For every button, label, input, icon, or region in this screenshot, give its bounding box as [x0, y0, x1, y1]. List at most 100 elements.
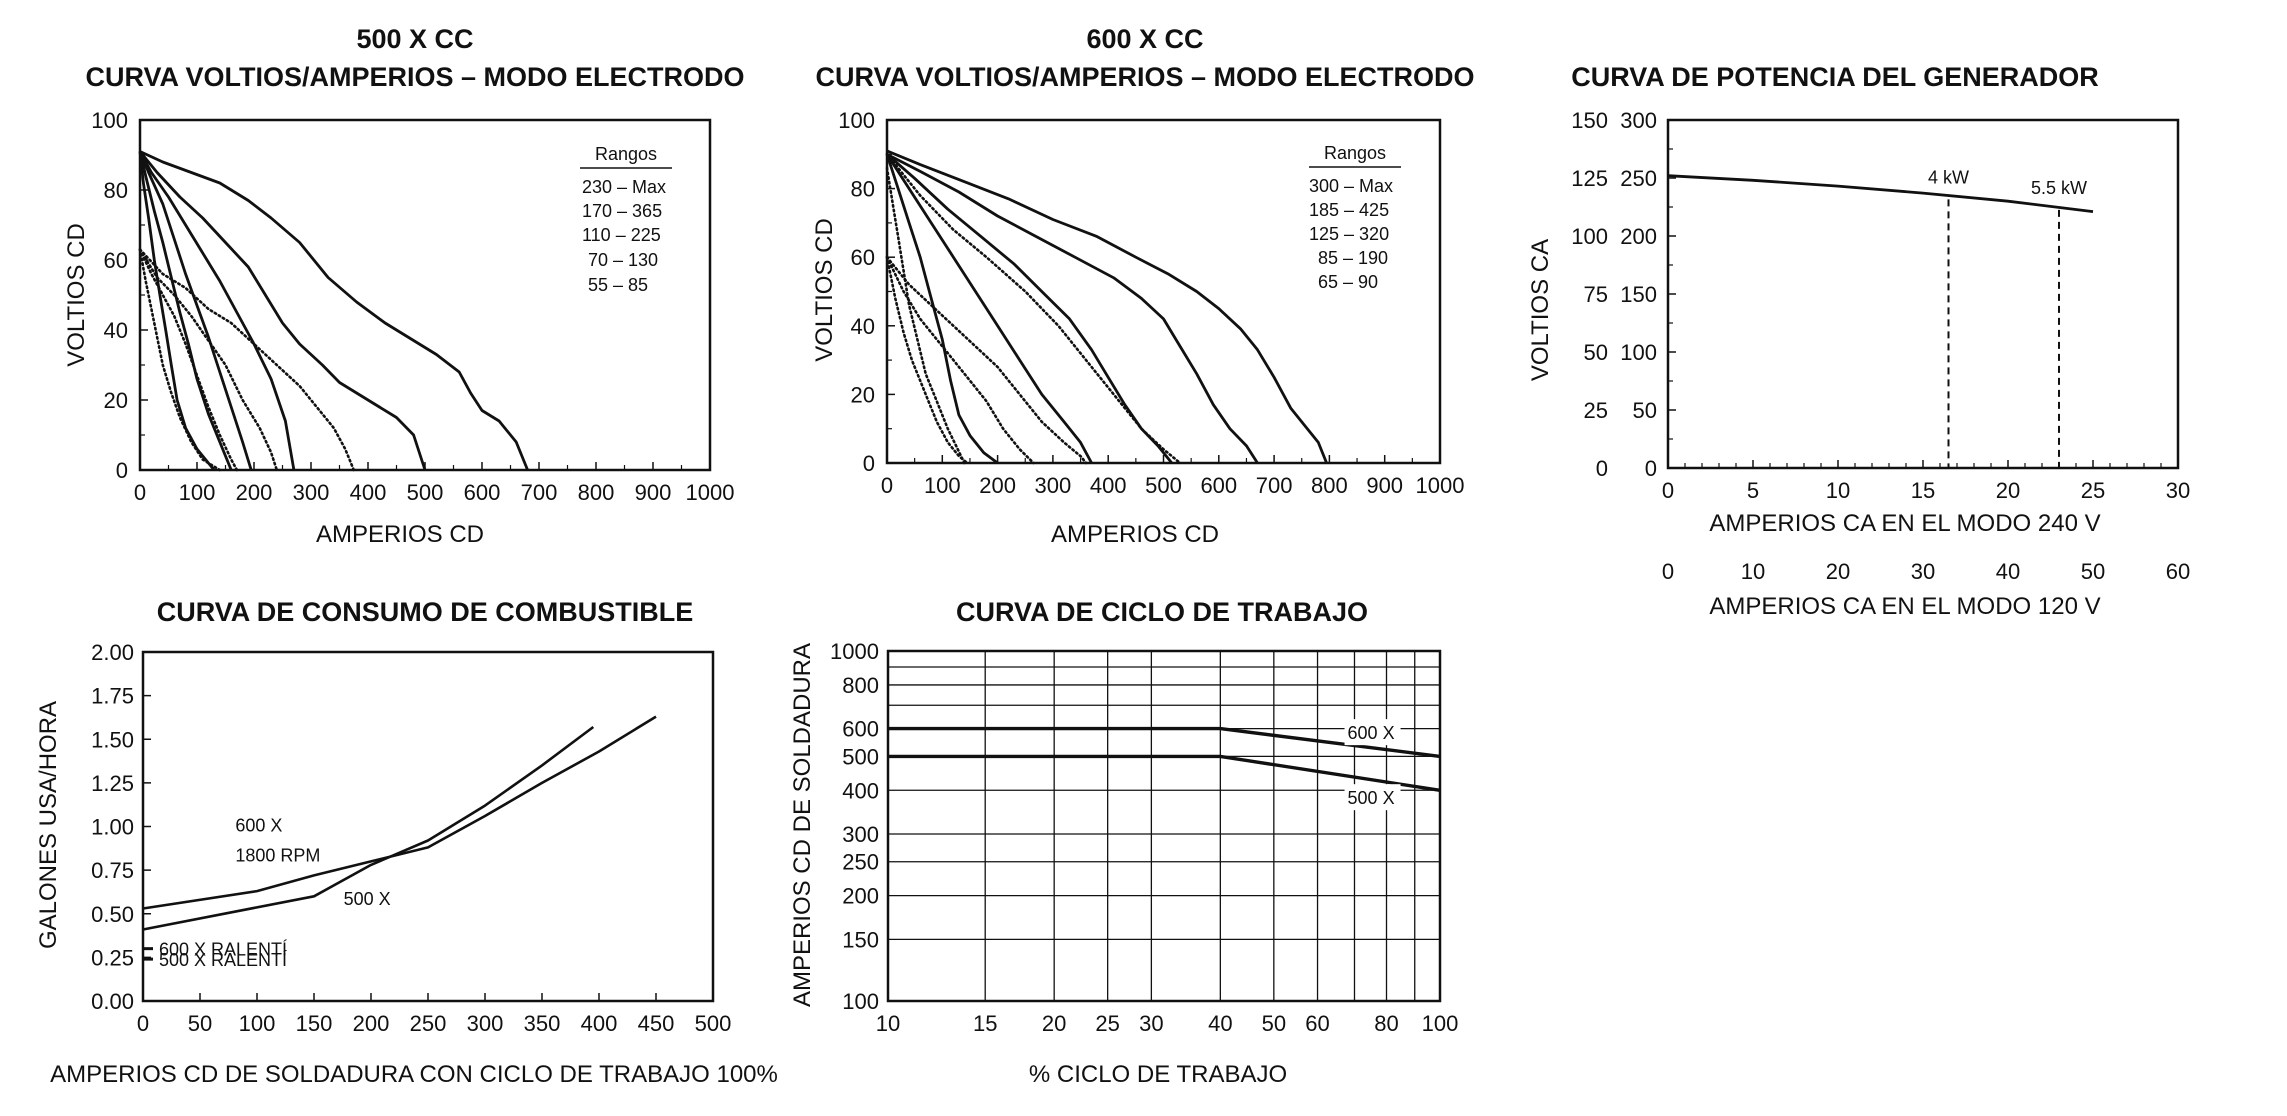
fuel-series-line-2: [142, 725, 595, 931]
gen-x-tick-label-120: 10: [1741, 559, 1765, 584]
gen-y-tick-label-120: 75: [1584, 282, 1608, 307]
gen-y-tick-label-240: 300: [1620, 108, 1657, 133]
duty-x-tick-label: 100: [1422, 1011, 1459, 1036]
fuel-annotation-500x: 500 X: [344, 889, 391, 909]
va600-y-tick-label: 100: [838, 108, 875, 133]
duty-y-tick-label: 500: [842, 744, 879, 769]
gen-y-tick-label-240: 0: [1645, 456, 1657, 481]
va500-y-tick-label: 20: [104, 388, 128, 413]
gen-y-tick-label-240: 200: [1620, 224, 1657, 249]
va600-legend-item: 300 – Max: [1309, 176, 1393, 196]
gen-x-tick-label-120: 0: [1662, 559, 1674, 584]
gen-y-tick-label-120: 100: [1571, 224, 1608, 249]
va500-x-tick-label: 400: [350, 480, 387, 505]
fuel-x-tick-label: 250: [410, 1011, 447, 1036]
fuel-annotation-600x: 600 X: [235, 816, 282, 836]
fuel-x-tick-label: 50: [188, 1011, 212, 1036]
va600-legend-item: 185 – 425: [1309, 200, 1389, 220]
va600-x-label: AMPERIOS CD: [1051, 521, 1219, 548]
va600-x-tick-label: 200: [979, 473, 1016, 498]
va500-title-1: 500 X CC: [356, 24, 473, 54]
va600-series-line-3: [886, 153, 1173, 464]
gen-x-tick-label-120: 60: [2166, 559, 2190, 584]
duty-y-tick-label: 200: [842, 884, 879, 909]
va500-legend-item: 170 – 365: [582, 201, 662, 221]
va500-x-tick-label: 300: [293, 480, 330, 505]
fuel-y-tick-label: 0.75: [91, 858, 134, 883]
duty-x-tick-label: 15: [973, 1011, 997, 1036]
fuel-y-tick-label: 1.00: [91, 815, 134, 840]
duty-x-tick-label: 60: [1305, 1011, 1329, 1036]
gen-x-label-240: AMPERIOS CA EN EL MODO 240 V: [1709, 510, 2100, 537]
gen-x-tick-label-240: 0: [1662, 478, 1674, 503]
va500-x-tick-label: 900: [635, 480, 672, 505]
va600-x-tick-label: 0: [881, 473, 893, 498]
fuel-x-tick-label: 100: [239, 1011, 276, 1036]
va500-series-line-6: [138, 248, 279, 472]
gen-x-tick-label-240: 30: [2166, 478, 2190, 503]
duty-label-bg: [1344, 719, 1401, 746]
fuel-y-tick-label: 1.50: [91, 727, 134, 752]
va600-title-1: 600 X CC: [1086, 24, 1203, 54]
fuel-idle-label: 600 X RALENTÍ: [159, 940, 287, 960]
gen-x-tick-label-240: 5: [1747, 478, 1759, 503]
va600-series-line-1: [886, 149, 1328, 464]
gen-y-tick-label-120: 150: [1571, 108, 1608, 133]
va600-x-tick-label: 100: [924, 473, 961, 498]
duty-series-label-500x: 500 X: [1348, 788, 1395, 808]
fuel-x-tick-label: 200: [353, 1011, 390, 1036]
gen-title: CURVA DE POTENCIA DEL GENERADOR: [1571, 62, 2099, 92]
va600-legend-item: 125 – 320: [1309, 224, 1389, 244]
duty-series-line-2: [888, 754, 1441, 792]
va500-legend-item: 110 – 225: [582, 225, 661, 245]
va600-series-line-2: [886, 153, 1259, 464]
va500-x-tick-label: 200: [236, 480, 273, 505]
va500-y-tick-label: 100: [91, 108, 128, 133]
duty-x-tick-label: 40: [1208, 1011, 1232, 1036]
va500-x-tick-label: 600: [464, 480, 501, 505]
va500-x-tick-label: 1000: [686, 480, 735, 505]
gen-y-tick-label-120: 125: [1571, 166, 1608, 191]
va500-series-line-10: [138, 248, 222, 472]
fuel-y-tick-label: 0.25: [91, 945, 134, 970]
fuel-x-tick-label: 400: [581, 1011, 618, 1036]
va500-y-tick-label: 60: [104, 248, 128, 273]
va500-y-tick-label: 0: [116, 458, 128, 483]
fuel-y-tick-label: 2.00: [91, 640, 134, 665]
fuel-idle-label: 500 X RALENTÍ: [159, 950, 287, 970]
va500-series-line-4: [138, 248, 356, 472]
duty-y-tick-label: 400: [842, 778, 879, 803]
fuel-x-tick-label: 350: [524, 1011, 561, 1036]
duty-x-tick-label: 80: [1374, 1011, 1398, 1036]
gen-power-line: [1667, 174, 2094, 213]
panel-fuel: CURVA DE CONSUMO DE COMBUSTIBLE AMPERIOS…: [35, 597, 778, 1088]
duty-x-tick-label: 50: [1262, 1011, 1286, 1036]
va500-series-line-5: [138, 150, 253, 471]
duty-x-label: % CICLO DE TRABAJO: [1029, 1061, 1287, 1088]
duty-y-label: AMPERIOS CD DE SOLDADURA: [789, 643, 816, 1007]
va600-x-tick-label: 900: [1366, 473, 1403, 498]
va500-legend-item: 70 – 130: [588, 250, 658, 270]
duty-y-tick-label: 100: [842, 989, 879, 1014]
fuel-y-tick-label: 1.75: [91, 684, 134, 709]
duty-y-tick-label: 1000: [830, 639, 879, 664]
va600-x-tick-label: 300: [1035, 473, 1072, 498]
va600-y-tick-label: 40: [851, 314, 875, 339]
panel-va500: 500 X CC CURVA VOLTIOS/AMPERIOS – MODO E…: [63, 24, 745, 548]
gen-y-tick-label-120: 0: [1596, 456, 1608, 481]
va600-y-label: VOLTIOS CD: [811, 218, 838, 362]
va500-plot-frame: [138, 118, 712, 472]
va600-x-tick-label: 800: [1311, 473, 1348, 498]
gen-marker-label: 4 kW: [1928, 167, 1969, 187]
va500-y-tick-label: 80: [104, 178, 128, 203]
va600-legend-title: Rangos: [1324, 143, 1386, 163]
gen-y-tick-label-240: 50: [1633, 398, 1657, 423]
panel-duty: CURVA DE CICLO DE TRABAJO % CICLO DE TRA…: [789, 597, 1442, 1088]
va500-y-label: VOLTIOS CD: [63, 223, 90, 367]
va600-y-tick-label: 80: [851, 177, 875, 202]
fuel-x-tick-label: 300: [467, 1011, 504, 1036]
gen-x-tick-label-240: 15: [1911, 478, 1935, 503]
duty-y-tick-label: 150: [842, 927, 879, 952]
duty-y-tick-label: 600: [842, 717, 879, 742]
